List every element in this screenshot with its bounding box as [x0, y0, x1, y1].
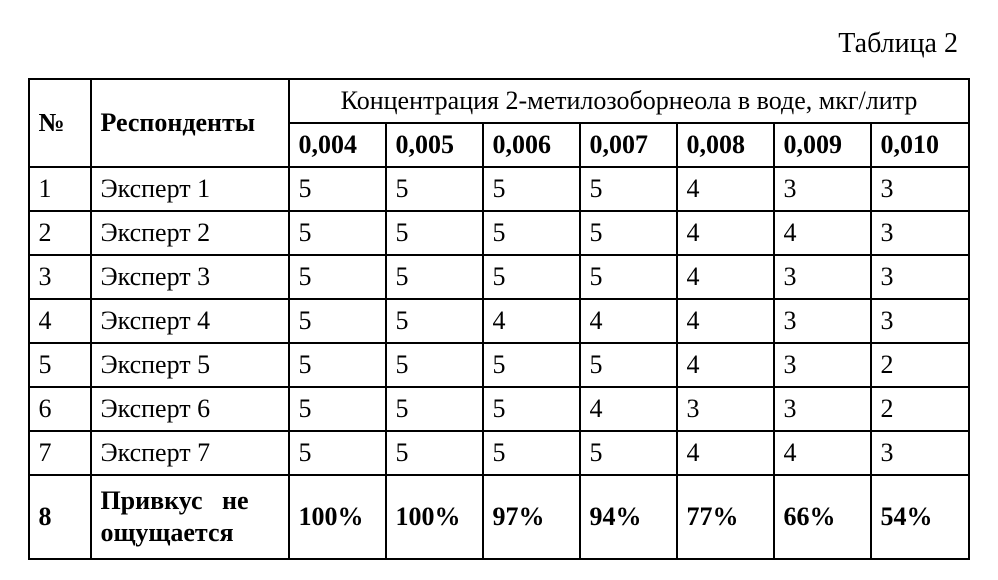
cell-val: 5 — [289, 387, 386, 431]
summary-val: 54% — [871, 475, 968, 559]
cell-num: 1 — [29, 167, 91, 211]
cell-val: 3 — [871, 299, 968, 343]
cell-val: 5 — [386, 387, 483, 431]
cell-val: 4 — [677, 255, 774, 299]
header-num: № — [29, 79, 91, 167]
cell-val: 5 — [289, 299, 386, 343]
cell-val: 3 — [774, 167, 871, 211]
cell-resp: Эксперт 6 — [91, 387, 289, 431]
header-conc-1: 0,005 — [386, 123, 483, 167]
summary-val: 94% — [580, 475, 677, 559]
summary-label-line2: ощущается — [100, 518, 233, 547]
header-conc-6: 0,010 — [871, 123, 968, 167]
cell-val: 5 — [386, 255, 483, 299]
cell-val: 2 — [871, 387, 968, 431]
table-row: 5 Эксперт 5 5 5 5 5 4 3 2 — [29, 343, 968, 387]
summary-val: 100% — [289, 475, 386, 559]
data-table: № Респонденты Концентрация 2-метилозобор… — [28, 78, 969, 560]
cell-val: 4 — [580, 299, 677, 343]
cell-num: 4 — [29, 299, 91, 343]
cell-val: 5 — [386, 167, 483, 211]
cell-val: 5 — [483, 167, 580, 211]
cell-val: 4 — [677, 431, 774, 475]
table-caption: Таблица 2 — [20, 28, 958, 60]
cell-num: 6 — [29, 387, 91, 431]
cell-val: 5 — [580, 343, 677, 387]
cell-num: 7 — [29, 431, 91, 475]
cell-val: 4 — [774, 211, 871, 255]
cell-val: 4 — [677, 343, 774, 387]
cell-val: 4 — [483, 299, 580, 343]
summary-row: 8 Привкус не ощущается 100% 100% 97% 94%… — [29, 475, 968, 559]
cell-resp: Эксперт 5 — [91, 343, 289, 387]
cell-val: 5 — [386, 343, 483, 387]
cell-val: 5 — [289, 255, 386, 299]
table-row: 2 Эксперт 2 5 5 5 5 4 4 3 — [29, 211, 968, 255]
cell-num: 3 — [29, 255, 91, 299]
cell-val: 2 — [871, 343, 968, 387]
cell-val: 3 — [871, 255, 968, 299]
cell-val: 4 — [580, 387, 677, 431]
cell-num: 5 — [29, 343, 91, 387]
header-respondents: Респонденты — [91, 79, 289, 167]
cell-val: 4 — [677, 211, 774, 255]
cell-resp: Эксперт 7 — [91, 431, 289, 475]
cell-val: 5 — [289, 211, 386, 255]
cell-num: 2 — [29, 211, 91, 255]
cell-val: 4 — [677, 167, 774, 211]
summary-val: 100% — [386, 475, 483, 559]
cell-val: 5 — [580, 167, 677, 211]
cell-val: 5 — [483, 387, 580, 431]
cell-num: 8 — [29, 475, 91, 559]
cell-val: 3 — [871, 167, 968, 211]
cell-resp: Эксперт 1 — [91, 167, 289, 211]
summary-label: Привкус не ощущается — [91, 475, 289, 559]
cell-val: 3 — [871, 431, 968, 475]
summary-val: 66% — [774, 475, 871, 559]
cell-val: 3 — [774, 299, 871, 343]
table-row: 3 Эксперт 3 5 5 5 5 4 3 3 — [29, 255, 968, 299]
cell-resp: Эксперт 2 — [91, 211, 289, 255]
header-conc-5: 0,009 — [774, 123, 871, 167]
cell-val: 5 — [580, 431, 677, 475]
summary-val: 77% — [677, 475, 774, 559]
cell-val: 5 — [386, 431, 483, 475]
header-group: Концентрация 2-метилозоборнеола в воде, … — [289, 79, 968, 123]
cell-val: 5 — [386, 211, 483, 255]
cell-val: 5 — [580, 211, 677, 255]
table-row: 6 Эксперт 6 5 5 5 4 3 3 2 — [29, 387, 968, 431]
cell-val: 3 — [677, 387, 774, 431]
cell-val: 4 — [677, 299, 774, 343]
cell-val: 3 — [871, 211, 968, 255]
summary-label-line1: Привкус не — [100, 486, 248, 515]
cell-val: 3 — [774, 343, 871, 387]
cell-val: 5 — [483, 431, 580, 475]
cell-resp: Эксперт 4 — [91, 299, 289, 343]
cell-val: 5 — [483, 343, 580, 387]
cell-resp: Эксперт 3 — [91, 255, 289, 299]
cell-val: 5 — [289, 167, 386, 211]
cell-val: 3 — [774, 255, 871, 299]
table-row: 7 Эксперт 7 5 5 5 5 4 4 3 — [29, 431, 968, 475]
header-conc-2: 0,006 — [483, 123, 580, 167]
cell-val: 5 — [483, 255, 580, 299]
cell-val: 5 — [386, 299, 483, 343]
header-conc-3: 0,007 — [580, 123, 677, 167]
header-conc-0: 0,004 — [289, 123, 386, 167]
table-row: 4 Эксперт 4 5 5 4 4 4 3 3 — [29, 299, 968, 343]
header-conc-4: 0,008 — [677, 123, 774, 167]
cell-val: 5 — [580, 255, 677, 299]
table-row: 1 Эксперт 1 5 5 5 5 4 3 3 — [29, 167, 968, 211]
cell-val: 5 — [483, 211, 580, 255]
summary-val: 97% — [483, 475, 580, 559]
cell-val: 5 — [289, 343, 386, 387]
cell-val: 4 — [774, 431, 871, 475]
cell-val: 5 — [289, 431, 386, 475]
cell-val: 3 — [774, 387, 871, 431]
